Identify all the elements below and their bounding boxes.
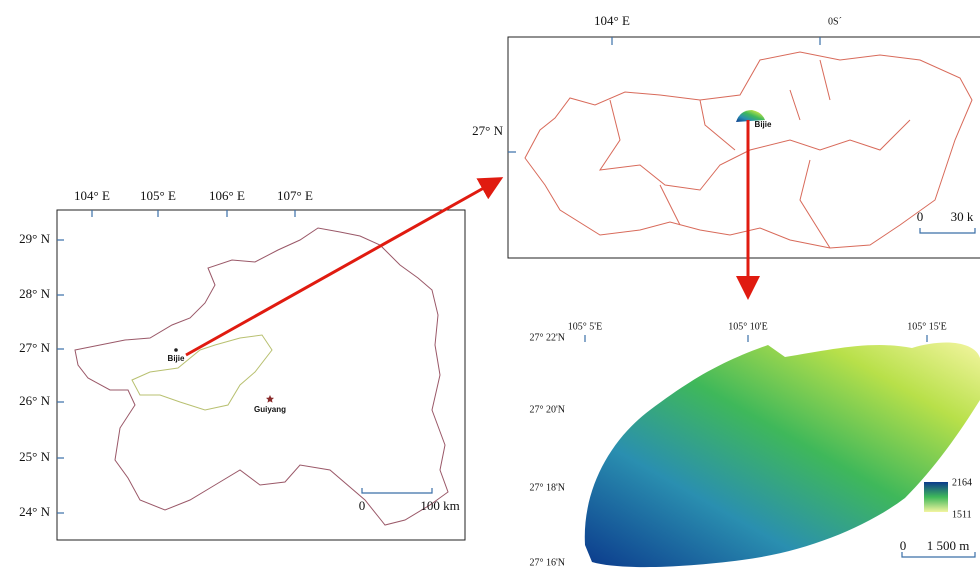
arrow: [186, 180, 498, 355]
scale-label: 0: [900, 538, 907, 553]
city-dot: [174, 348, 178, 352]
y-label: 25° N: [19, 449, 50, 464]
x-label: 105° 15'E: [907, 321, 946, 332]
y-label: 27° 18'N: [529, 482, 565, 493]
place-label: Bijie: [168, 354, 185, 363]
dem-surface: [585, 343, 980, 568]
y-label: 27° N: [472, 123, 503, 138]
legend-label: 2164: [952, 477, 972, 488]
place-label: Bijie: [755, 120, 772, 129]
scale-label: 30 k: [951, 209, 974, 224]
scale-label: 100 km: [420, 498, 459, 513]
city-map: 104° E 0S´ 27° N Bijie 0 30 k: [472, 13, 980, 258]
x-label: 104° E: [594, 13, 630, 28]
province-outline: [75, 228, 448, 525]
y-label: 27° 22'N: [529, 332, 565, 343]
x-label: 107° E: [277, 188, 313, 203]
district-borders: [600, 60, 910, 248]
x-label: 105° E: [140, 188, 176, 203]
scale-bar: [920, 228, 975, 233]
legend-label: 1511: [952, 509, 972, 520]
figure: 104° E 105° E 106° E 107° E 29° N 28° N …: [0, 0, 980, 574]
y-label: 28° N: [19, 286, 50, 301]
scale-label: 0: [359, 498, 366, 513]
capital-star: [266, 395, 274, 403]
y-label: 27° N: [19, 340, 50, 355]
y-label: 26° N: [19, 393, 50, 408]
x-label: 105° 5'E: [568, 321, 602, 332]
x-label: 104° E: [74, 188, 110, 203]
y-label: 24° N: [19, 504, 50, 519]
legend-bar: [924, 482, 948, 512]
scale-bar: [362, 488, 432, 493]
frame: [57, 210, 465, 540]
province-map: 104° E 105° E 106° E 107° E 29° N 28° N …: [19, 188, 465, 540]
x-label: 105° 10'E: [728, 321, 767, 332]
x-label: 106° E: [209, 188, 245, 203]
y-label: 27° 20'N: [529, 404, 565, 415]
y-label: 29° N: [19, 231, 50, 246]
dem-map: 105° 5'E 105° 10'E 105° 15'E 27° 22'N 27…: [529, 321, 980, 568]
y-label: 27° 16'N: [529, 557, 565, 568]
frame: [508, 37, 980, 258]
place-label: Guiyang: [254, 405, 286, 414]
scale-label: 1 500 m: [927, 538, 970, 553]
x-label: 0S´: [828, 16, 842, 27]
scale-label: 0: [917, 209, 924, 224]
